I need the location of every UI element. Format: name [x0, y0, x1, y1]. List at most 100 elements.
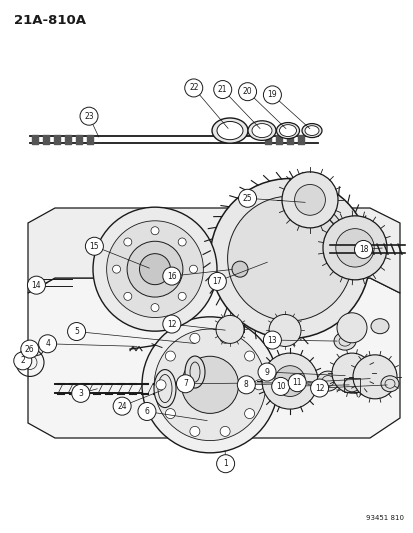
- Circle shape: [178, 292, 186, 301]
- Circle shape: [310, 379, 328, 397]
- Circle shape: [112, 265, 120, 273]
- Circle shape: [294, 184, 325, 215]
- Ellipse shape: [216, 122, 242, 140]
- Circle shape: [165, 409, 175, 418]
- Text: 25: 25: [242, 194, 252, 203]
- Circle shape: [352, 355, 396, 399]
- Text: 26: 26: [25, 345, 35, 353]
- Circle shape: [209, 179, 369, 338]
- Circle shape: [227, 196, 351, 321]
- Text: 17: 17: [212, 277, 222, 286]
- Circle shape: [271, 377, 289, 395]
- Circle shape: [274, 366, 305, 397]
- Circle shape: [123, 292, 131, 301]
- Circle shape: [139, 254, 170, 285]
- Ellipse shape: [185, 356, 204, 388]
- Text: 24: 24: [117, 402, 127, 410]
- Circle shape: [268, 314, 300, 346]
- Circle shape: [71, 384, 90, 402]
- Circle shape: [123, 238, 131, 246]
- Circle shape: [238, 189, 256, 207]
- Circle shape: [208, 272, 226, 290]
- Ellipse shape: [252, 124, 271, 138]
- Ellipse shape: [276, 123, 299, 139]
- Ellipse shape: [370, 319, 388, 334]
- Bar: [343, 378, 359, 392]
- Circle shape: [80, 107, 98, 125]
- Text: 10: 10: [275, 382, 285, 391]
- Circle shape: [190, 333, 199, 343]
- Circle shape: [261, 353, 317, 409]
- Ellipse shape: [304, 126, 318, 135]
- Polygon shape: [28, 208, 399, 293]
- Circle shape: [244, 409, 254, 418]
- Circle shape: [237, 376, 255, 394]
- Circle shape: [253, 380, 263, 390]
- Circle shape: [142, 317, 277, 453]
- Text: 21: 21: [218, 85, 227, 94]
- Circle shape: [178, 238, 186, 246]
- Ellipse shape: [247, 121, 275, 140]
- Circle shape: [85, 237, 103, 255]
- Circle shape: [216, 455, 234, 473]
- Ellipse shape: [343, 378, 359, 392]
- Text: 9: 9: [264, 368, 269, 376]
- Text: 21A-810A: 21A-810A: [14, 14, 86, 27]
- Circle shape: [107, 221, 203, 318]
- Text: 3: 3: [78, 389, 83, 398]
- Circle shape: [216, 316, 243, 343]
- Circle shape: [162, 315, 180, 333]
- Text: 1: 1: [223, 459, 228, 468]
- Circle shape: [263, 86, 281, 104]
- Circle shape: [113, 397, 131, 415]
- Ellipse shape: [211, 118, 247, 143]
- Text: 16: 16: [166, 272, 176, 280]
- Circle shape: [231, 261, 247, 277]
- Text: 93451 810: 93451 810: [365, 515, 403, 521]
- Text: 18: 18: [358, 245, 367, 254]
- Text: 20: 20: [242, 87, 252, 96]
- Circle shape: [331, 353, 371, 393]
- Text: 12: 12: [314, 384, 323, 392]
- Circle shape: [336, 313, 366, 343]
- Text: 23: 23: [84, 112, 94, 120]
- Circle shape: [238, 83, 256, 101]
- Text: 15: 15: [89, 242, 99, 251]
- Ellipse shape: [301, 124, 321, 138]
- Circle shape: [21, 340, 39, 358]
- Circle shape: [27, 276, 45, 294]
- Circle shape: [263, 331, 281, 349]
- Ellipse shape: [316, 371, 338, 391]
- Circle shape: [322, 216, 386, 280]
- Text: 13: 13: [267, 336, 277, 344]
- Text: 4: 4: [45, 340, 50, 348]
- Ellipse shape: [333, 332, 355, 350]
- Circle shape: [220, 426, 230, 437]
- Polygon shape: [28, 278, 399, 438]
- Text: 8: 8: [243, 381, 248, 389]
- Circle shape: [354, 240, 372, 259]
- Circle shape: [181, 356, 238, 414]
- Circle shape: [244, 351, 254, 361]
- Circle shape: [14, 352, 32, 370]
- Circle shape: [220, 333, 230, 343]
- Text: 7: 7: [183, 379, 188, 388]
- Circle shape: [165, 351, 175, 361]
- Circle shape: [189, 265, 197, 273]
- Text: 2: 2: [20, 357, 25, 365]
- Ellipse shape: [279, 125, 296, 136]
- Circle shape: [154, 329, 265, 441]
- Circle shape: [127, 241, 183, 297]
- Circle shape: [190, 426, 199, 437]
- Circle shape: [151, 304, 159, 312]
- Circle shape: [287, 374, 306, 392]
- Circle shape: [151, 227, 159, 235]
- Text: 6: 6: [144, 407, 149, 416]
- Circle shape: [93, 207, 216, 331]
- Circle shape: [38, 335, 57, 353]
- Circle shape: [156, 380, 166, 390]
- Circle shape: [213, 80, 231, 99]
- Ellipse shape: [380, 376, 398, 392]
- Circle shape: [184, 79, 202, 97]
- Circle shape: [138, 402, 156, 421]
